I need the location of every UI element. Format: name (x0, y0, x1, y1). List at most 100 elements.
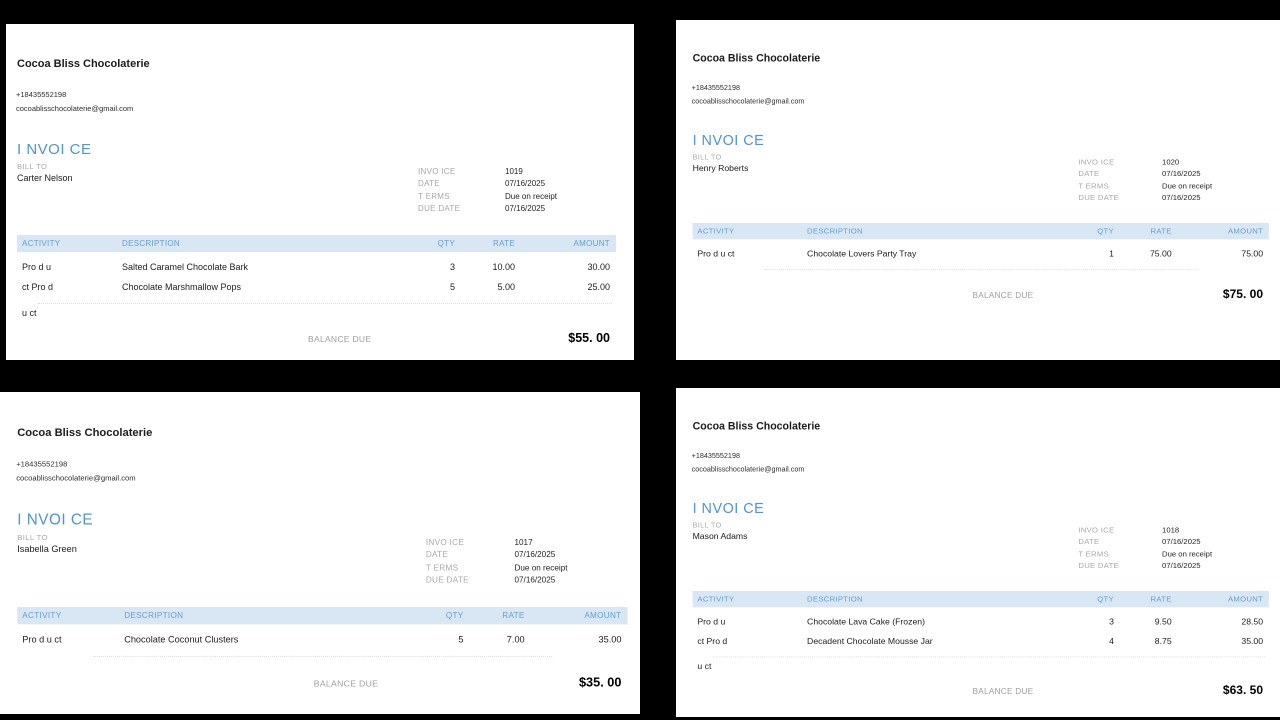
meta-row: T ERMS Due on receipt (426, 563, 568, 576)
meta-row: DUE DATE 07/16/2025 (418, 204, 557, 216)
bill-to-label: BILL TO (17, 532, 48, 542)
column-header-activity: ACTIVITY (22, 611, 62, 621)
meta-label: T ERMS (1078, 181, 1110, 191)
company-email: cocoablisschocolaterie@gmail.com (16, 473, 136, 483)
item-qty: 5 (458, 634, 464, 645)
meta-label: T ERMS (425, 562, 459, 573)
item-activity: Pro d u ct (697, 248, 735, 259)
column-header-rate: RATE (1150, 594, 1172, 604)
balance-due-label: BALANCE DUE (308, 334, 372, 344)
meta-row: DATE 07/16/2025 (1078, 537, 1212, 549)
balance-due-amount: $75. 00 (1222, 287, 1264, 301)
invoice-panel-top-right: Cocoa Bliss Chocolaterie +18435552198 co… (676, 20, 1280, 360)
item-rate: 8.75 (1154, 636, 1172, 646)
item-description: Chocolate Marshmallow Pops (122, 282, 242, 292)
item-activity: Pro d u ct (22, 634, 62, 645)
item-description: Chocolate Lovers Party Tray (807, 248, 917, 259)
invoice-document: Cocoa Bliss Chocolaterie +18435552198 co… (682, 20, 1280, 347)
item-qty: 3 (1109, 616, 1114, 627)
meta-label: DUE DATE (425, 575, 469, 585)
line-items-table: ACTIVITY DESCRIPTION QTY RATE AMOUNT Pro… (692, 222, 1269, 303)
company-phone: +18435552198 (16, 90, 67, 99)
meta-row: T ERMS Due on receipt (418, 192, 557, 204)
item-rate: 9.50 (1154, 616, 1172, 627)
meta-value: Due on receipt (1162, 181, 1213, 191)
column-header-activity: ACTIVITY (697, 594, 735, 604)
meta-row: INVO ICE 1018 (1078, 526, 1212, 538)
meta-value: Due on receipt (514, 562, 568, 573)
item-activity: ct Pro d (697, 636, 728, 646)
item-qty: 1 (1109, 248, 1114, 259)
meta-value: 1019 (505, 167, 523, 176)
company-phone: +18435552198 (691, 83, 740, 93)
column-header-description: DESCRIPTION (122, 239, 180, 248)
balance-due-amount: $63. 50 (1222, 683, 1264, 697)
column-header-rate: RATE (1150, 226, 1172, 236)
meta-row: DUE DATE 07/16/2025 (426, 576, 568, 589)
invoice-meta-block: INVO ICE 1020 DATE 07/16/2025 T ERMS Due… (1078, 158, 1212, 206)
meta-row: DATE 07/16/2025 (1078, 169, 1212, 181)
item-activity: Pro d u (22, 262, 52, 272)
column-header-qty: QTY (437, 239, 455, 248)
table-header-row: ACTIVITY DESCRIPTION QTY RATE AMOUNT (692, 222, 1269, 240)
tail-activity-text: u ct (697, 661, 712, 671)
meta-value: 07/16/2025 (1162, 193, 1201, 202)
item-amount: 35.00 (598, 634, 622, 645)
company-phone: +18435552198 (691, 451, 740, 461)
column-header-amount: AMOUNT (584, 611, 622, 621)
column-header-qty: QTY (445, 611, 464, 621)
column-header-amount: AMOUNT (1227, 226, 1264, 236)
meta-value: 07/16/2025 (505, 179, 546, 189)
invoice-panel-bottom-right: Cocoa Bliss Chocolaterie +18435552198 co… (676, 388, 1280, 717)
table-header-row: ACTIVITY DESCRIPTION QTY RATE AMOUNT (17, 235, 616, 252)
meta-value: Due on receipt (1162, 549, 1213, 559)
meta-value: 1017 (514, 537, 533, 547)
balance-due-label: BALANCE DUE (972, 290, 1034, 300)
item-row: Pro d u ct Chocolate Lovers Party Tray 1… (693, 239, 1269, 259)
item-row: ct Pro d Chocolate Marshmallow Pops 5 5.… (17, 272, 616, 292)
item-amount: 28.50 (1241, 616, 1264, 627)
item-row: Pro d u Salted Caramel Chocolate Bark 3 … (17, 252, 616, 272)
item-description: Chocolate Coconut Clusters (124, 634, 239, 645)
item-amount: 30.00 (587, 262, 610, 272)
meta-label: T ERMS (418, 191, 450, 201)
table-header-row: ACTIVITY DESCRIPTION QTY RATE AMOUNT (692, 590, 1269, 608)
bill-to-name: Carter Nelson (17, 173, 73, 183)
meta-row: INVO ICE 1017 (426, 538, 568, 551)
line-items-table: ACTIVITY DESCRIPTION QTY RATE AMOUNT Pro… (17, 607, 628, 692)
meta-row: T ERMS Due on receipt (1078, 549, 1212, 561)
item-qty: 5 (449, 282, 455, 292)
invoice-title: I NVOI CE (692, 500, 765, 517)
column-header-description: DESCRIPTION (807, 594, 863, 604)
company-name: Cocoa Bliss Chocolaterie (17, 426, 153, 439)
item-activity: ct Pro d (22, 282, 54, 292)
column-header-amount: AMOUNT (1227, 594, 1264, 604)
company-phone: +18435552198 (16, 459, 68, 469)
meta-row: DATE 07/16/2025 (426, 550, 568, 563)
item-row: ct Pro d Decadent Chocolate Mousse Jar 4… (693, 627, 1269, 646)
column-header-description: DESCRIPTION (124, 611, 184, 621)
company-name: Cocoa Bliss Chocolaterie (692, 420, 821, 433)
meta-label: DATE (425, 550, 449, 560)
balance-row: BALANCE DUE $75. 00 (693, 287, 1269, 302)
bill-to-label: BILL TO (692, 152, 722, 162)
dotted-separator (93, 655, 553, 657)
meta-value: 07/16/2025 (505, 204, 546, 214)
meta-row: DUE DATE 07/16/2025 (1078, 193, 1212, 205)
invoice-panel-bottom-left: Cocoa Bliss Chocolaterie +18435552198 co… (0, 392, 640, 714)
item-description: Chocolate Lava Cake (Frozen) (807, 616, 925, 627)
invoice-title: I NVOI CE (17, 511, 94, 529)
meta-row: DUE DATE 07/16/2025 (1078, 561, 1212, 573)
meta-value: 1020 (1162, 157, 1180, 167)
meta-value: 07/16/2025 (514, 575, 556, 585)
meta-value: Due on receipt (505, 191, 558, 201)
invoice-document: Cocoa Bliss Chocolaterie +18435552198 co… (6, 24, 634, 360)
invoice-title: I NVOI CE (692, 132, 765, 149)
column-header-rate: RATE (493, 239, 515, 248)
company-email: cocoablisschocolaterie@gmail.com (691, 464, 805, 474)
meta-value: 07/16/2025 (1162, 537, 1201, 547)
meta-label: DUE DATE (418, 204, 461, 214)
item-activity: Pro d u (697, 616, 726, 627)
item-row: Pro d u ct Chocolate Coconut Clusters 5 … (17, 624, 627, 645)
bill-to-name: Henry Roberts (692, 163, 749, 173)
